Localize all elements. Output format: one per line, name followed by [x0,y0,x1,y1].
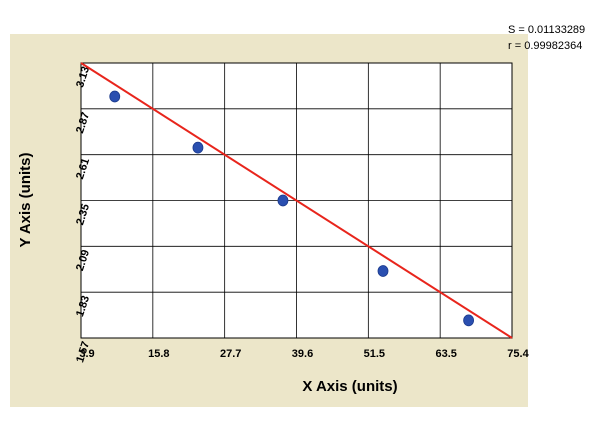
data-point [463,314,474,327]
data-points [109,90,474,327]
r-value-label: r = 0.99982364 [508,40,583,52]
data-point [277,194,289,207]
data-point [109,90,121,103]
regression-stats: S = 0.01133289 r = 0.99982364 [508,22,585,54]
x-tick-label: 27.7 [220,348,241,360]
x-tick-label: 75.4 [507,348,529,360]
data-point [192,141,204,154]
s-value-label: S = 0.01133289 [508,24,586,36]
y-axis-title: Y Axis (units) [17,152,34,247]
x-tick-labels: 3.9 15.8 27.7 39.6 51.5 63.5 75.4 [79,348,529,360]
x-tick-label: 3.9 [79,348,94,360]
x-tick-label: 15.8 [148,348,169,360]
x-tick-label: 39.6 [292,348,313,360]
x-axis-title: X Axis (units) [302,378,397,395]
x-tick-label: 63.5 [435,348,456,360]
x-tick-label: 51.5 [364,348,385,360]
fit-line [80,62,513,339]
data-point [377,265,389,277]
